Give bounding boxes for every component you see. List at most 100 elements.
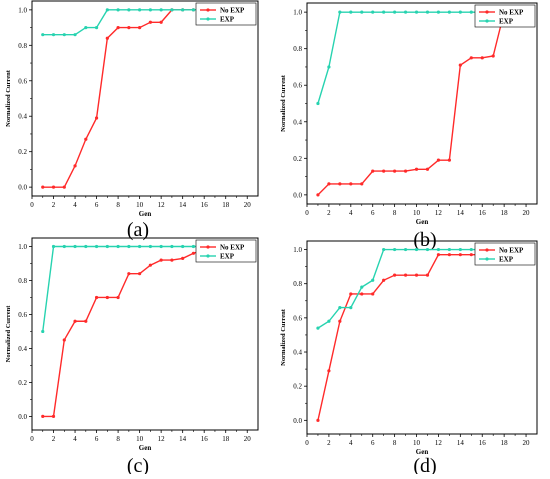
data-point-no-exp — [393, 169, 397, 173]
data-point-no-exp — [447, 253, 451, 257]
data-point-no-exp — [491, 54, 495, 58]
data-point-no-exp — [148, 263, 152, 267]
series-line-no-exp — [317, 11, 505, 196]
data-point-no-exp — [138, 272, 142, 276]
data-point-no-exp — [338, 182, 342, 186]
y-tick-label: 0.2 — [293, 383, 302, 391]
data-point-exp — [41, 329, 45, 334]
data-point-exp — [360, 285, 364, 289]
data-point-exp — [62, 33, 66, 37]
data-point-exp — [148, 244, 152, 249]
data-point-exp — [94, 244, 99, 249]
x-tick-label: 16 — [201, 201, 209, 209]
x-tick-label: 18 — [501, 209, 509, 217]
chart-panel-1: 0 2 4 6 8 10 12 14 16 18 20 0.0 0.2 0.4 0.6 0.8 1.0 Gen No… — [5, 0, 259, 241]
x-tick-label: 18 — [222, 201, 230, 209]
data-point-no-exp — [469, 253, 473, 257]
data-point-no-exp — [425, 167, 430, 171]
x-tick-label: 18 — [222, 435, 230, 443]
data-point-exp — [469, 247, 473, 252]
x-tick-label: 10 — [136, 435, 144, 443]
series-line-no-exp — [42, 245, 248, 418]
x-axis-label: Gen — [139, 210, 152, 218]
panel-label: (b) — [413, 229, 436, 251]
legend-marker — [485, 19, 489, 23]
y-tick-label: 0.8 — [293, 280, 302, 288]
legend-label: No EXP — [499, 247, 524, 255]
data-point-no-exp — [191, 251, 196, 255]
data-point-exp — [127, 244, 131, 249]
data-point-no-exp — [127, 272, 131, 276]
data-point-exp — [159, 244, 163, 249]
data-point-exp — [170, 244, 174, 249]
data-point-exp — [393, 10, 397, 14]
axes-frame — [306, 240, 538, 435]
data-point-no-exp — [148, 20, 152, 24]
x-tick-label: 12 — [435, 209, 443, 217]
y-tick-label: 0.2 — [293, 155, 302, 163]
legend-marker — [206, 17, 210, 21]
legend-label: EXP — [220, 16, 235, 24]
x-tick-label: 16 — [479, 439, 487, 447]
data-point-exp — [181, 8, 185, 12]
panel-label: (d) — [413, 455, 436, 474]
data-point-exp — [349, 10, 353, 14]
data-point-exp — [73, 244, 77, 249]
x-tick-label: 12 — [158, 435, 166, 443]
y-tick-label: 0.8 — [18, 42, 27, 50]
y-tick-label: 0.0 — [18, 413, 27, 421]
data-point-no-exp — [382, 278, 386, 282]
data-point-exp — [447, 10, 451, 14]
y-tick-label: 0.4 — [18, 345, 27, 353]
data-point-no-exp — [170, 258, 174, 262]
x-tick-label: 18 — [501, 439, 509, 447]
x-tick-label: 20 — [244, 201, 252, 209]
data-point-no-exp — [138, 25, 142, 30]
data-point-no-exp — [414, 167, 419, 171]
y-tick-label: 0.0 — [18, 184, 27, 192]
data-point-exp — [327, 319, 331, 323]
x-tick-label: 8 — [393, 209, 397, 217]
axes-frame — [306, 2, 538, 205]
x-tick-label: 8 — [116, 435, 120, 443]
data-point-exp — [338, 10, 342, 14]
y-tick-label: 0.0 — [293, 417, 302, 425]
y-tick-label: 0.6 — [293, 314, 302, 322]
legend-label: EXP — [220, 253, 235, 261]
data-point-exp — [62, 244, 66, 249]
data-point-exp — [138, 8, 142, 12]
x-tick-label: 14 — [457, 209, 465, 217]
data-point-exp — [148, 8, 152, 12]
x-tick-label: 20 — [523, 439, 531, 447]
data-point-no-exp — [94, 116, 99, 120]
data-point-no-exp — [436, 158, 441, 162]
axes-frame — [31, 0, 259, 197]
y-tick-label: 0.4 — [18, 113, 27, 121]
data-point-no-exp — [51, 185, 56, 189]
data-point-no-exp — [62, 338, 66, 342]
data-point-no-exp — [349, 182, 353, 186]
data-point-no-exp — [436, 253, 441, 257]
x-tick-label: 4 — [349, 209, 353, 217]
data-point-exp — [138, 244, 142, 249]
data-point-exp — [94, 25, 99, 30]
data-point-exp — [191, 8, 196, 12]
y-axis-label: Normalized Current — [280, 308, 287, 366]
legend-label: No EXP — [499, 9, 524, 17]
y-tick-label: 0.6 — [18, 311, 27, 319]
data-point-exp — [127, 8, 131, 12]
x-tick-label: 4 — [73, 201, 77, 209]
x-axis-label: Gen — [139, 444, 152, 452]
data-point-exp — [458, 10, 462, 14]
data-point-exp — [116, 244, 120, 249]
legend-marker — [206, 254, 210, 258]
series-line-no-exp — [42, 9, 248, 188]
legend-label: EXP — [499, 256, 514, 264]
data-point-exp — [414, 10, 419, 14]
data-point-no-exp — [382, 169, 386, 173]
y-tick-label: 0.8 — [18, 277, 27, 285]
data-point-no-exp — [371, 169, 375, 173]
x-tick-label: 10 — [136, 201, 144, 209]
y-tick-label: 0.2 — [18, 379, 27, 387]
